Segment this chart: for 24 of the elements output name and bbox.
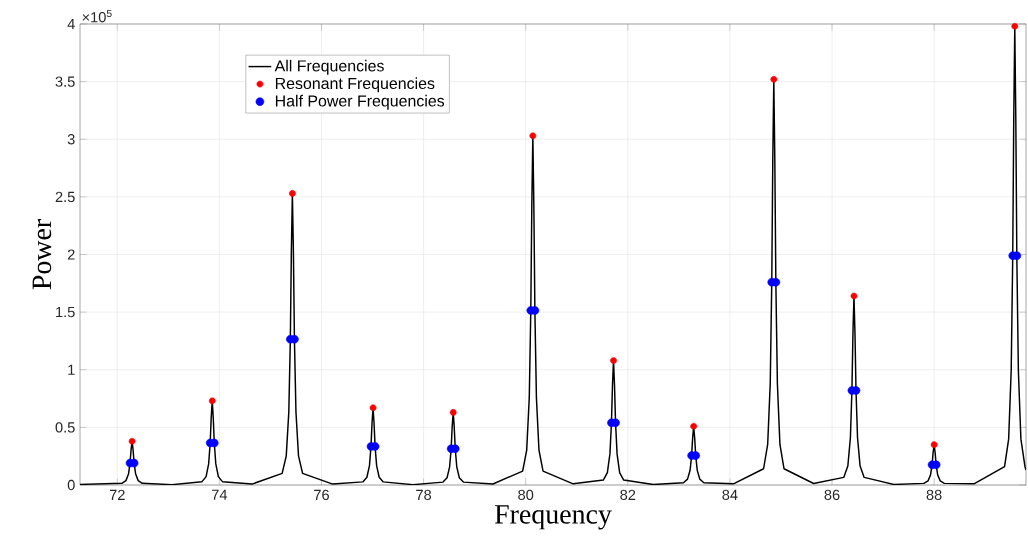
- y-tick-label: 1: [68, 364, 75, 375]
- y-tick-label: 1.5: [56, 307, 75, 318]
- x-tick-label: 76: [314, 489, 329, 501]
- x-tick-label: 80: [518, 489, 534, 501]
- x-tick-label: 72: [109, 489, 125, 500]
- y-tick-label: 0: [67, 479, 75, 491]
- x-tick-label: 74: [212, 489, 228, 500]
- x-tick-label: 82: [620, 489, 636, 501]
- y-tick-label: 3.5: [55, 76, 75, 87]
- y-tick-label: 2.5: [55, 191, 75, 203]
- y-tick-label: 0.5: [55, 422, 75, 433]
- y-tick-label: 2: [67, 249, 75, 260]
- legend-label: Resonant Frequencies: [275, 77, 435, 93]
- x-axis-title: Frequency: [494, 505, 612, 530]
- legend-label: Half Power Frequencies: [275, 94, 445, 110]
- legend-label: All Frequencies: [274, 59, 384, 75]
- x-tick-label: 86: [824, 489, 840, 501]
- y-tick-label: 4: [67, 18, 75, 30]
- x-tick-label: 78: [416, 489, 432, 501]
- x-tick-label: 84: [722, 489, 738, 501]
- x-tick-label: 88: [926, 489, 942, 501]
- y-tick-label: 3: [67, 134, 75, 145]
- y-axis-title: Power: [32, 219, 52, 290]
- text: ×10$^{5}$: [82, 9, 112, 23]
